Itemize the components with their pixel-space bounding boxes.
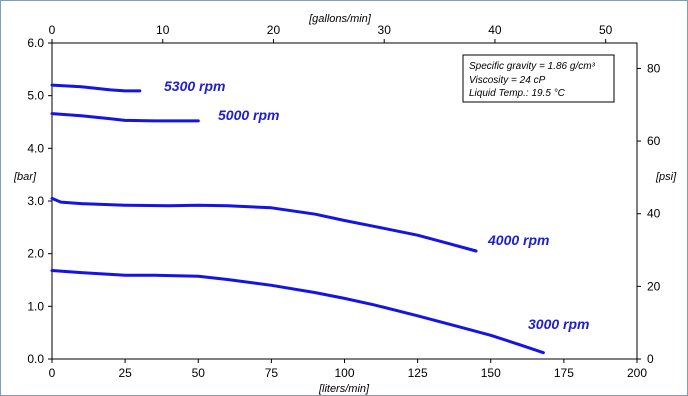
left-axis-ticks: 0.0 1.0 2.0 3.0 4.0 5.0 6.0: [27, 36, 52, 366]
series-line-5300: [50, 83, 142, 93]
series-line-3000: [50, 269, 545, 355]
y-axis-title: [bar]: [13, 171, 37, 183]
y-tick-label: 6.0: [27, 36, 44, 50]
annotation-line-1: Specific gravity = 1.86 g/cm³: [469, 61, 596, 72]
x2-tick-label: 40: [488, 23, 502, 37]
y-tick-label: 5.0: [27, 89, 44, 103]
x-tick-label: 150: [481, 366, 501, 380]
x-tick-label: 25: [118, 366, 132, 380]
series-label-4000: 4000 rpm: [487, 232, 549, 248]
series-label-5300: 5300 rpm: [164, 78, 225, 94]
annotation-box: Specific gravity = 1.86 g/cm³ Viscosity …: [462, 54, 615, 103]
x2-tick-label: 30: [378, 23, 392, 37]
y-tick-label: 4.0: [27, 141, 44, 155]
x-tick-label: 200: [627, 366, 647, 380]
x-tick-label: 0: [49, 366, 56, 380]
annotation-line-3: Liquid Temp.: 19.5 °C: [469, 88, 566, 99]
y-tick-label: 2.0: [27, 247, 44, 261]
bottom-axis-ticks: 0 25 50 75 100 125 150 175 200: [49, 359, 647, 380]
x-tick-label: 175: [554, 366, 574, 380]
y-tick-label: 1.0: [27, 299, 44, 313]
x2-tick-label: 50: [599, 23, 613, 37]
y-tick-label: 3.0: [27, 194, 44, 208]
x-tick-label: 50: [192, 366, 206, 380]
y-tick-label: 0.0: [27, 352, 44, 366]
x2-tick-label: 0: [49, 23, 56, 37]
series-label-5000: 5000 rpm: [218, 107, 279, 123]
annotation-line-2: Viscosity = 24 cP: [469, 75, 546, 86]
x-tick-label: 75: [265, 366, 279, 380]
x2-tick-label: 20: [267, 23, 281, 37]
right-axis-ticks: 0 20 40 60 80: [637, 61, 661, 366]
series-line-4000: [50, 196, 478, 253]
y2-tick-label: 80: [647, 61, 661, 75]
y2-tick-label: 0: [647, 352, 654, 366]
y2-tick-label: 60: [647, 134, 661, 148]
x-tick-label: 100: [334, 366, 354, 380]
top-axis-title: [gallons/min]: [308, 13, 372, 25]
series-line-5000: [50, 112, 200, 123]
x-tick-label: 125: [408, 366, 428, 380]
y2-axis-title: [psi]: [655, 171, 677, 183]
series-label-3000: 3000 rpm: [528, 316, 589, 332]
x2-tick-label: 10: [156, 23, 170, 37]
annotation-border: [462, 54, 615, 103]
x-axis-title: [liters/min]: [318, 383, 370, 395]
y2-tick-label: 40: [647, 207, 661, 221]
y2-tick-label: 20: [647, 279, 661, 293]
top-axis-ticks: 0 10 20 30 40 50: [49, 23, 613, 43]
series-lines: [50, 83, 545, 355]
